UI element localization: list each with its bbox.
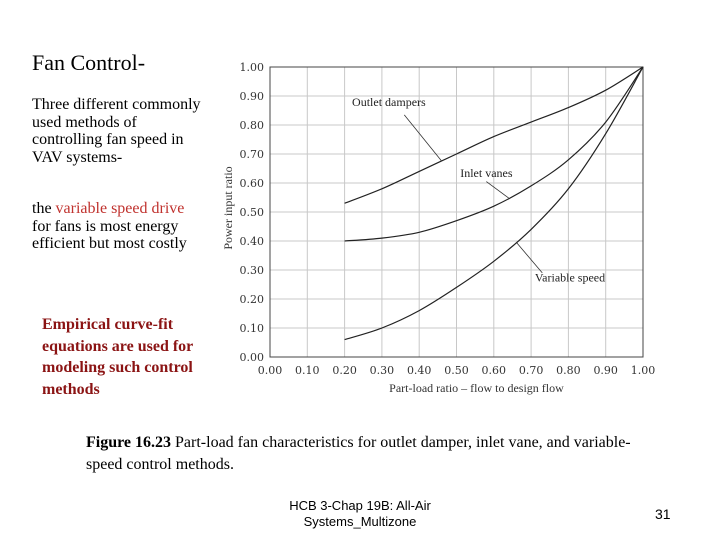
vsd-text: the variable speed drive for fans is mos… [32, 200, 202, 253]
vsd-text-suffix: for fans is most energy efficient but mo… [32, 217, 187, 253]
leader-line [403, 114, 442, 162]
plot-frame [269, 66, 644, 358]
x-axis-label: Part-load ratio – flow to design flow [389, 381, 564, 395]
x-tick-label: 0.00 [258, 364, 283, 377]
figure-caption: Figure 16.23 Part-load fan characteristi… [86, 432, 646, 476]
chart-grid [269, 66, 644, 358]
y-tick-label: 0.80 [240, 119, 265, 132]
y-tick-label: 0.40 [240, 235, 265, 248]
intro-text: Three different commonly used methods of… [32, 96, 201, 166]
y-tick-label: 1.00 [240, 61, 265, 74]
y-axis-label: Power input ratio [221, 166, 235, 249]
vsd-highlight: variable speed drive [55, 200, 185, 217]
x-tick-label: 0.70 [519, 364, 544, 377]
leader-line [515, 241, 543, 274]
chart-axes: 0.00 0.10 0.20 0.30 0.40 0.50 0.60 0.70 0.80 0.90… [240, 61, 656, 377]
x-tick-label: 1.00 [631, 364, 656, 377]
y-tick-label: 0.30 [240, 264, 265, 277]
y-tick-label: 0.90 [240, 90, 265, 103]
x-tick-label: 0.40 [407, 364, 432, 377]
figure-caption-text: Part-load fan characteristics for outlet… [86, 434, 631, 473]
x-tick-label: 0.60 [482, 364, 507, 377]
y-tick-label: 0.60 [240, 177, 265, 190]
chart-leader-lines: Outlet dampers Inlet vanes Variable speed [352, 95, 605, 284]
x-tick-label: 0.30 [370, 364, 395, 377]
variable-speed-curve [344, 66, 644, 341]
page-number: 31 [655, 506, 671, 522]
y-tick-label: 0.50 [240, 206, 265, 219]
variable-speed-label: Variable speed [535, 271, 605, 285]
leader-line [486, 181, 509, 199]
x-tick-label: 0.90 [593, 364, 618, 377]
x-tick-label: 0.20 [332, 364, 357, 377]
chart-curves [344, 66, 644, 341]
outlet-dampers-curve [344, 66, 644, 204]
inlet-vanes-label: Inlet vanes [460, 166, 513, 180]
x-tick-label: 0.50 [444, 364, 469, 377]
inlet-vanes-curve [344, 66, 644, 242]
y-tick-label: 0.10 [240, 322, 265, 335]
y-tick-label: 0.70 [240, 148, 265, 161]
outlet-dampers-label: Outlet dampers [352, 95, 426, 109]
footer-text: HCB 3-Chap 19B: All-Air Systems_Multizon… [289, 498, 431, 529]
y-tick-label: 0.00 [240, 351, 265, 364]
vsd-text-prefix: the [32, 200, 56, 217]
y-tick-label: 0.20 [240, 293, 265, 306]
x-tick-label: 0.10 [295, 364, 320, 377]
empirical-text: Empirical curve-fit equations are used f… [42, 316, 193, 398]
slide-title: Fan Control- [32, 50, 146, 75]
x-tick-label: 0.80 [556, 364, 581, 377]
figure-label: Figure 16.23 [86, 434, 172, 451]
fan-characteristics-chart: 0.00 0.10 0.20 0.30 0.40 0.50 0.60 0.70 0.80 0.90… [221, 61, 656, 395]
